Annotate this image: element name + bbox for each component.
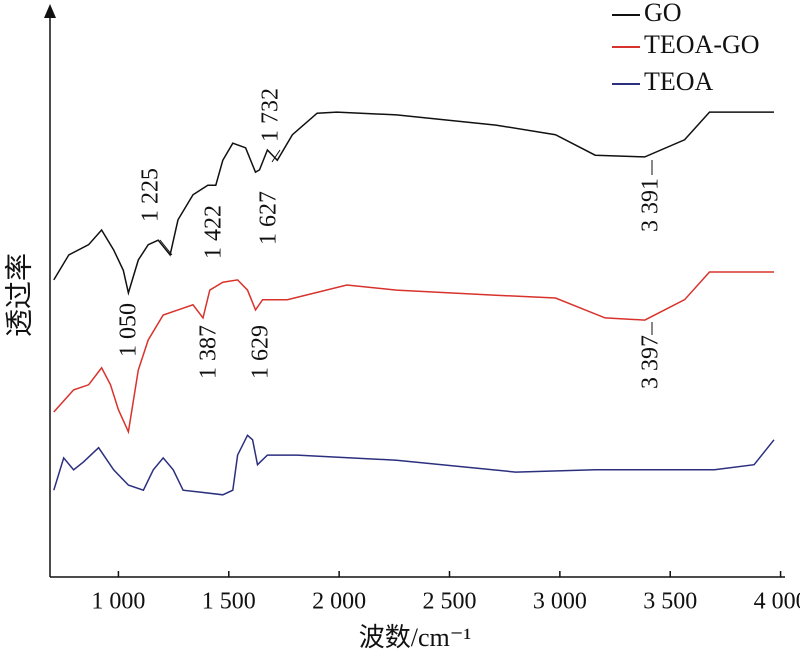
annotation-leader <box>271 149 281 163</box>
annotation: 1 732 <box>258 88 284 142</box>
annotation: 1 627 <box>256 191 282 245</box>
y-axis-arrow <box>44 4 56 18</box>
y-axis-label: 透过率 <box>3 253 35 337</box>
annotation: 3 397 <box>638 335 664 389</box>
x-axis-label: 波数/cm⁻¹ <box>359 623 472 652</box>
x-tick-label: 1 500 <box>202 589 256 615</box>
annotation: 1 629 <box>248 325 274 379</box>
annotation: 1 225 <box>138 168 164 222</box>
x-tick-label: 1 000 <box>91 589 145 615</box>
annotation: 1 050 <box>116 303 142 357</box>
series-line <box>53 271 774 435</box>
x-tick-label: 2 000 <box>312 589 366 615</box>
x-tick-label: 3 000 <box>533 589 587 615</box>
annotation-leader <box>159 239 173 256</box>
legend-label: TEOA <box>644 67 714 96</box>
legend-label: GO <box>644 0 682 27</box>
annotation: 1 422 <box>201 205 227 259</box>
x-tick-label: 4 000 <box>754 589 800 615</box>
x-tick-label: 3 500 <box>643 589 697 615</box>
series-line <box>53 111 774 296</box>
series-line <box>53 434 775 496</box>
annotation: 1 387 <box>196 325 222 379</box>
legend-label: TEOA-GO <box>644 30 760 59</box>
x-tick-label: 2 500 <box>423 589 477 615</box>
annotation: 3 391 <box>638 178 664 232</box>
